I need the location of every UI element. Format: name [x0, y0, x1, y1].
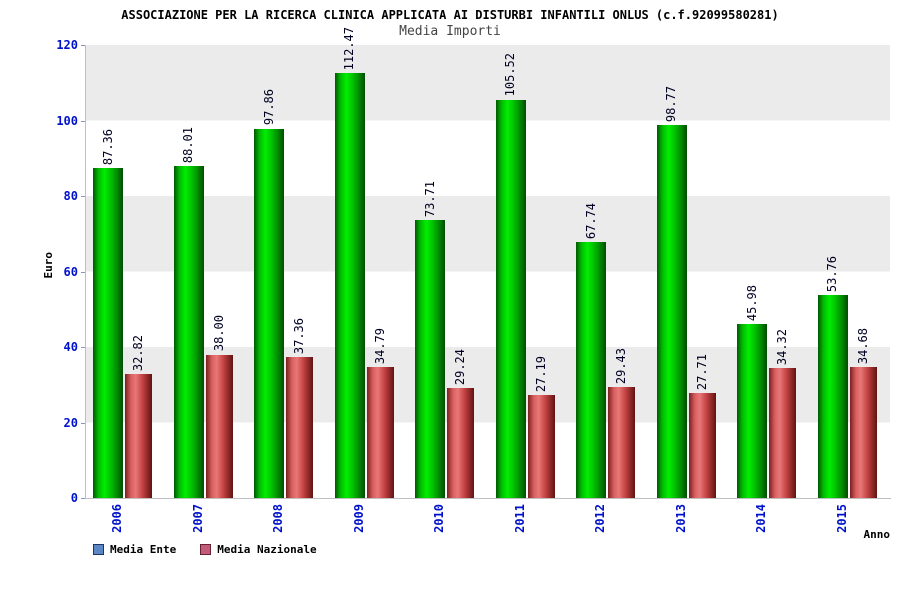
- bar-media-ente-2014: [737, 324, 767, 498]
- legend-swatch-media-nazionale: [200, 544, 212, 555]
- bar-value-label-media-nazionale-2012: 29.43: [614, 347, 628, 384]
- y-tick-0: 0: [70, 491, 78, 505]
- y-tickmark-80: [81, 196, 85, 197]
- bar-media-nazionale-2009: [366, 366, 394, 498]
- bar-value-label-media-nazionale-2011: 27.19: [533, 356, 548, 393]
- legend-label-media-ente: Media Ente: [110, 543, 177, 556]
- x-tick-2010: 2010: [432, 504, 446, 533]
- x-tick-2007: 2007: [190, 504, 205, 533]
- bar-value-label-media-nazionale-2007: 38.00: [211, 315, 226, 352]
- chart-title: ASSOCIAZIONE PER LA RICERCA CLINICA APPL…: [121, 8, 779, 22]
- bar-value-label-media-nazionale-2014: 34.32: [775, 329, 789, 366]
- bar-media-nazionale-2015: [849, 367, 877, 498]
- bar-media-nazionale-2011: [527, 395, 555, 498]
- bar-media-ente-2006: [93, 168, 123, 498]
- bar-media-ente-2010: [415, 219, 445, 498]
- bar-value-label-media-ente-2014: 45.98: [744, 285, 759, 322]
- bar-value-label-media-ente-2010: 73.71: [422, 180, 437, 217]
- bar-value-label-media-nazionale-2015: 34.68: [855, 327, 870, 365]
- y-tick-100: 100: [56, 113, 78, 128]
- bar-value-label-media-ente-2009: 112.47: [342, 27, 356, 71]
- y-tick-120: 120: [56, 38, 78, 52]
- y-tick-80: 80: [63, 189, 78, 203]
- legend: Media Ente Media Nazionale: [93, 543, 317, 556]
- bar-value-label-media-nazionale-2006: 32.82: [131, 334, 145, 372]
- bar-media-nazionale-2006: [125, 374, 152, 498]
- y-tick-20: 20: [63, 415, 78, 430]
- bar-value-label-media-ente-2012: 67.74: [583, 203, 598, 240]
- bar-media-nazionale-2007: [205, 354, 233, 498]
- x-tick-2013: 2013: [673, 504, 688, 533]
- x-tick-2006: 2006: [110, 504, 124, 533]
- y-tick-60: 60: [63, 264, 78, 279]
- y-tickmark-120: [81, 45, 85, 46]
- legend-item-media-nazionale: Media Nazionale: [200, 543, 317, 556]
- x-axis-line: [85, 498, 891, 499]
- x-tick-2011: 2011: [512, 504, 527, 533]
- y-tickmark-100: [81, 120, 85, 122]
- x-tick-2012: 2012: [593, 504, 607, 533]
- chart-subtitle: Media Importi: [399, 24, 501, 39]
- x-tick-2014: 2014: [754, 504, 768, 533]
- y-tickmark-60: [81, 271, 85, 273]
- bar-media-ente-2013: [656, 125, 687, 498]
- bar-media-ente-2012: [576, 242, 606, 498]
- bar-media-nazionale-2014: [769, 368, 796, 498]
- x-tick-2008: 2008: [271, 504, 285, 533]
- bar-value-label-media-ente-2008: 97.86: [261, 89, 276, 126]
- bar-media-ente-2008: [254, 128, 284, 498]
- bar-media-ente-2009: [334, 73, 365, 498]
- y-tickmark-20: [81, 422, 85, 424]
- y-tickmark-0: [81, 498, 85, 499]
- bar-media-nazionale-2008: [286, 356, 313, 498]
- x-axis-title-anno: Anno: [863, 528, 891, 541]
- bar-value-label-media-nazionale-2009: 34.79: [372, 327, 387, 364]
- x-tick-2009: 2009: [351, 504, 366, 533]
- bar-media-ente-2011: [495, 99, 526, 498]
- legend-label-media-nazionale: Media Nazionale: [217, 543, 317, 556]
- bar-media-ente-2015: [817, 295, 848, 498]
- bar-value-label-media-ente-2006: 87.36: [100, 129, 115, 166]
- bar-value-label-media-ente-2013: 98.77: [664, 86, 678, 123]
- bar-value-label-media-ente-2007: 88.01: [181, 126, 195, 163]
- bar-value-label-media-ente-2011: 105.52: [503, 53, 517, 97]
- plot-area: 87.36 32.82 2006 88.01 38.00 2007 97.86 37.36 20…: [85, 27, 890, 533]
- bar-media-nazionale-2010: [447, 387, 474, 498]
- x-tick-2015: 2015: [834, 504, 849, 533]
- bar-media-ente-2007: [173, 165, 204, 498]
- y-tickmark-40: [81, 347, 85, 348]
- y-axis-line: [85, 45, 86, 499]
- legend-swatch-media-ente: [93, 544, 104, 555]
- bar-value-label-media-nazionale-2013: 27.71: [694, 354, 709, 391]
- bar-value-label-media-nazionale-2008: 37.36: [292, 317, 306, 354]
- legend-item-media-ente: Media Ente: [93, 543, 176, 556]
- bar-media-nazionale-2013: [688, 393, 716, 498]
- bar-media-nazionale-2012: [608, 386, 635, 498]
- bar-value-label-media-nazionale-2010: 29.24: [453, 348, 467, 385]
- y-tick-40: 40: [63, 340, 78, 354]
- bar-value-label-media-ente-2015: 53.76: [825, 255, 839, 293]
